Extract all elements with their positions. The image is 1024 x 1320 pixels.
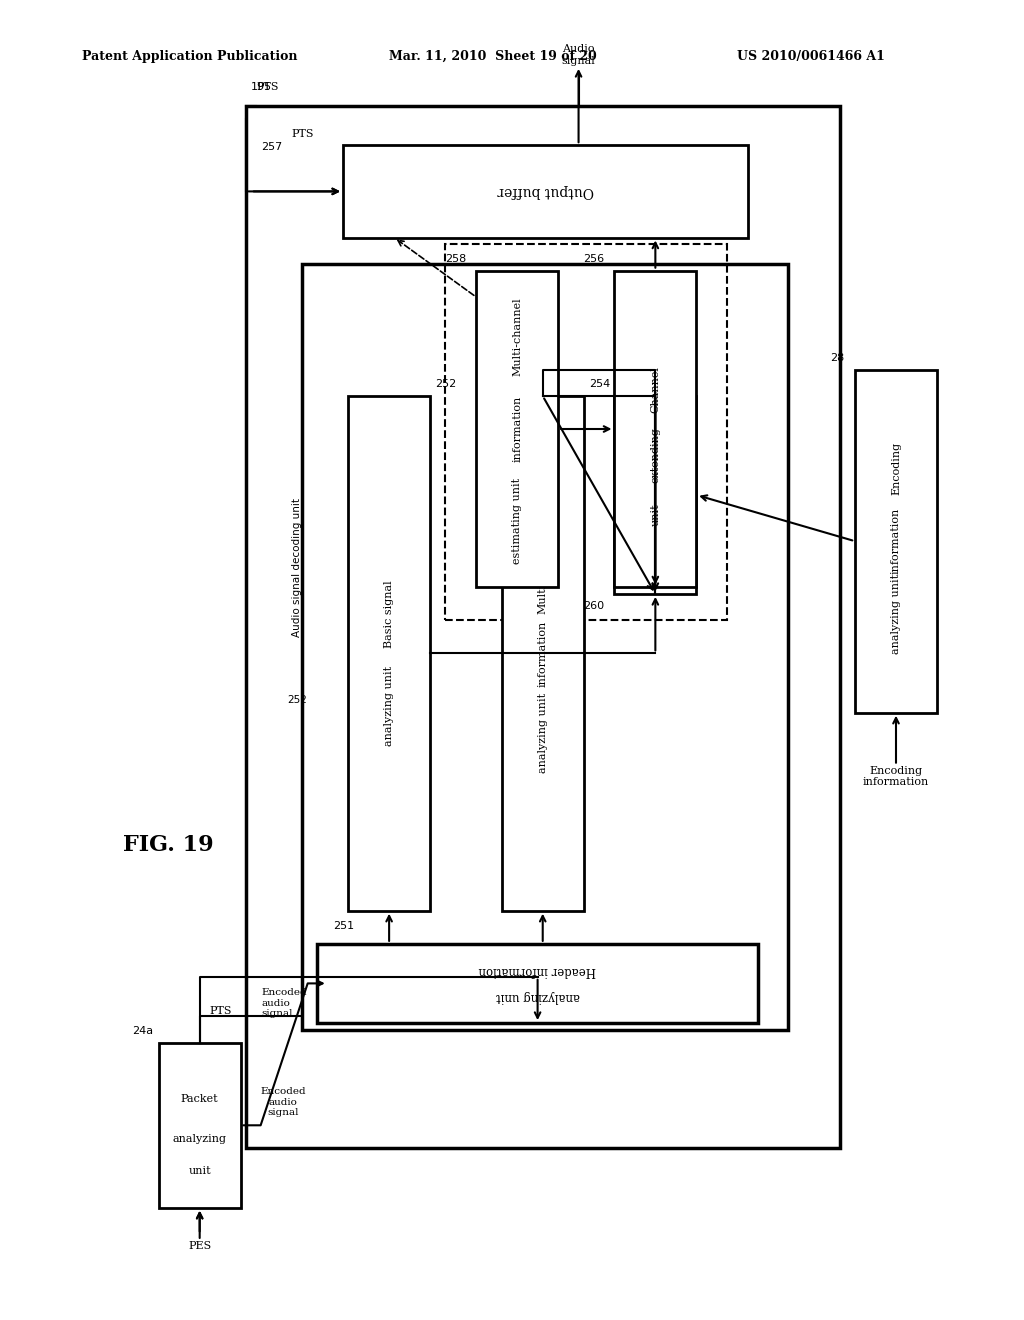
- Text: 258: 258: [444, 253, 466, 264]
- Bar: [614, 396, 696, 594]
- Text: information: information: [538, 620, 548, 686]
- Bar: [855, 370, 937, 713]
- Text: Patent Application Publication: Patent Application Publication: [82, 50, 297, 63]
- Text: analyzing unit: analyzing unit: [891, 574, 901, 653]
- Text: 28: 28: [830, 352, 845, 363]
- Text: unit: unit: [650, 556, 660, 579]
- Text: extending: extending: [650, 428, 660, 483]
- Text: analyzing unit: analyzing unit: [538, 693, 548, 772]
- Text: analyzing unit: analyzing unit: [384, 667, 394, 746]
- Text: 254: 254: [589, 379, 610, 389]
- Text: unit: unit: [650, 503, 660, 527]
- Text: FIG. 19: FIG. 19: [123, 834, 214, 855]
- Text: unit: unit: [188, 1167, 211, 1176]
- Text: analyzing: analyzing: [173, 1134, 226, 1143]
- Bar: [614, 271, 696, 587]
- Bar: [343, 145, 748, 238]
- Text: information: information: [891, 508, 901, 574]
- Text: Packet: Packet: [181, 1094, 218, 1104]
- Bar: [159, 1043, 241, 1208]
- Text: Encoded
audio
signal: Encoded audio signal: [261, 989, 307, 1018]
- Text: PES: PES: [188, 1241, 211, 1251]
- Text: Output buffer: Output buffer: [497, 185, 594, 198]
- Text: Error: Error: [650, 453, 660, 484]
- Bar: [445, 244, 727, 620]
- Text: 256: 256: [583, 253, 604, 264]
- Text: Encoding: Encoding: [891, 442, 901, 495]
- Text: information: information: [512, 396, 522, 462]
- Bar: [246, 106, 840, 1148]
- Text: US 2010/0061466 A1: US 2010/0061466 A1: [737, 50, 885, 63]
- Text: Multi-channel: Multi-channel: [538, 535, 548, 614]
- Bar: [348, 396, 430, 911]
- Text: Encoded
audio
signal: Encoded audio signal: [260, 1088, 306, 1117]
- Text: Mar. 11, 2010  Sheet 19 of 20: Mar. 11, 2010 Sheet 19 of 20: [389, 50, 597, 63]
- Text: PTS: PTS: [256, 82, 279, 92]
- Text: Header information: Header information: [479, 964, 596, 977]
- Text: 252: 252: [435, 379, 457, 389]
- Bar: [302, 264, 788, 1030]
- Bar: [317, 944, 758, 1023]
- Text: analyzing unit: analyzing unit: [496, 990, 580, 1003]
- Text: detecting: detecting: [650, 495, 660, 548]
- Text: Audio
signal: Audio signal: [562, 45, 595, 66]
- Text: Basic signal: Basic signal: [384, 579, 394, 648]
- Text: PTS: PTS: [209, 1006, 231, 1016]
- Text: 251: 251: [333, 920, 354, 931]
- Text: 260: 260: [583, 601, 604, 611]
- Bar: [476, 271, 558, 587]
- Text: 257: 257: [261, 141, 283, 152]
- Text: Multi-channel: Multi-channel: [512, 297, 522, 376]
- Text: PTS: PTS: [292, 128, 314, 139]
- Text: 24a: 24a: [132, 1026, 154, 1036]
- Text: 195: 195: [251, 82, 272, 92]
- Bar: [502, 396, 584, 911]
- Text: estimating unit: estimating unit: [512, 478, 522, 565]
- Text: Channel: Channel: [650, 366, 660, 413]
- Text: Encoding
information: Encoding information: [863, 766, 929, 787]
- Text: Audio signal decoding unit: Audio signal decoding unit: [292, 498, 302, 638]
- Text: 252: 252: [287, 694, 307, 705]
